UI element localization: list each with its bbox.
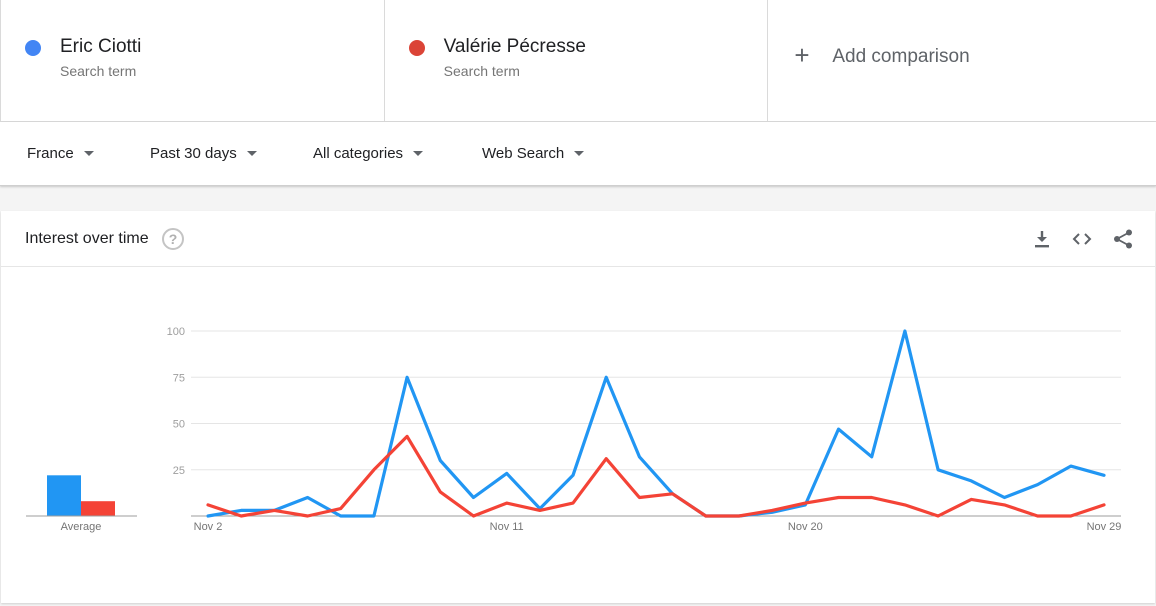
add-comparison-button[interactable]: + Add comparison <box>768 0 1156 121</box>
term-color-dot-2 <box>408 40 425 56</box>
time-period-value: Past 30 days <box>150 145 237 162</box>
chevron-down-icon <box>83 151 94 156</box>
y-tick-label: 50 <box>173 419 185 431</box>
interest-chart: 25 50 75 100 Average Nov 2 Nov 11 Nov 20 Nov 2… <box>26 326 1122 533</box>
chevron-down-icon <box>574 151 585 156</box>
chevron-down-icon <box>413 151 424 156</box>
search-term-card-2[interactable]: Valérie Pécresse Search term <box>385 0 769 121</box>
term-color-dot-1 <box>25 40 41 56</box>
chevron-down-icon <box>246 151 257 156</box>
widget-title: Interest over time <box>25 230 149 247</box>
term-subtitle-1: Search term <box>60 63 137 79</box>
interest-over-time-widget: Interest over time ? 25 50 75 100 Average N… <box>1 211 1155 603</box>
region-value: France <box>27 145 74 162</box>
series-line-1 <box>206 329 1106 518</box>
y-tick-label: 75 <box>173 372 185 384</box>
download-icon[interactable] <box>1031 228 1053 250</box>
time-period-dropdown[interactable]: Past 30 days <box>150 145 257 162</box>
term-name-2[interactable]: Valérie Pécresse <box>443 36 586 57</box>
widget-header: Interest over time ? <box>1 211 1155 267</box>
y-tick-label: 25 <box>173 465 185 477</box>
search-property-value: Web Search <box>482 145 565 162</box>
region-dropdown[interactable]: France <box>27 145 94 162</box>
add-comparison-label: Add comparison <box>832 46 970 67</box>
category-dropdown[interactable]: All categories <box>313 145 424 162</box>
search-term-card-1[interactable]: Eric Ciotti Search term <box>0 0 385 121</box>
average-bar <box>81 501 115 516</box>
share-icon[interactable] <box>1112 228 1134 250</box>
average-bar <box>47 475 81 516</box>
average-label: Average <box>61 521 102 533</box>
x-tick-label: Nov 29 <box>1087 521 1122 533</box>
search-terms-bar: Eric Ciotti Search term Valérie Pécresse… <box>0 0 1156 122</box>
embed-code-icon[interactable] <box>1071 228 1093 250</box>
y-tick-label: 100 <box>167 326 185 338</box>
term-subtitle-2: Search term <box>443 63 520 79</box>
x-tick-label: Nov 2 <box>194 521 223 533</box>
x-tick-label: Nov 11 <box>490 521 524 533</box>
series-line-2 <box>206 434 1106 518</box>
category-value: All categories <box>313 145 404 162</box>
term-name-1[interactable]: Eric Ciotti <box>60 36 142 57</box>
search-property-dropdown[interactable]: Web Search <box>482 145 585 162</box>
plus-icon: + <box>794 40 810 70</box>
x-tick-label: Nov 20 <box>788 521 823 533</box>
filters-bar: France Past 30 days All categories Web S… <box>0 122 1156 186</box>
help-icon[interactable]: ? <box>162 228 184 250</box>
